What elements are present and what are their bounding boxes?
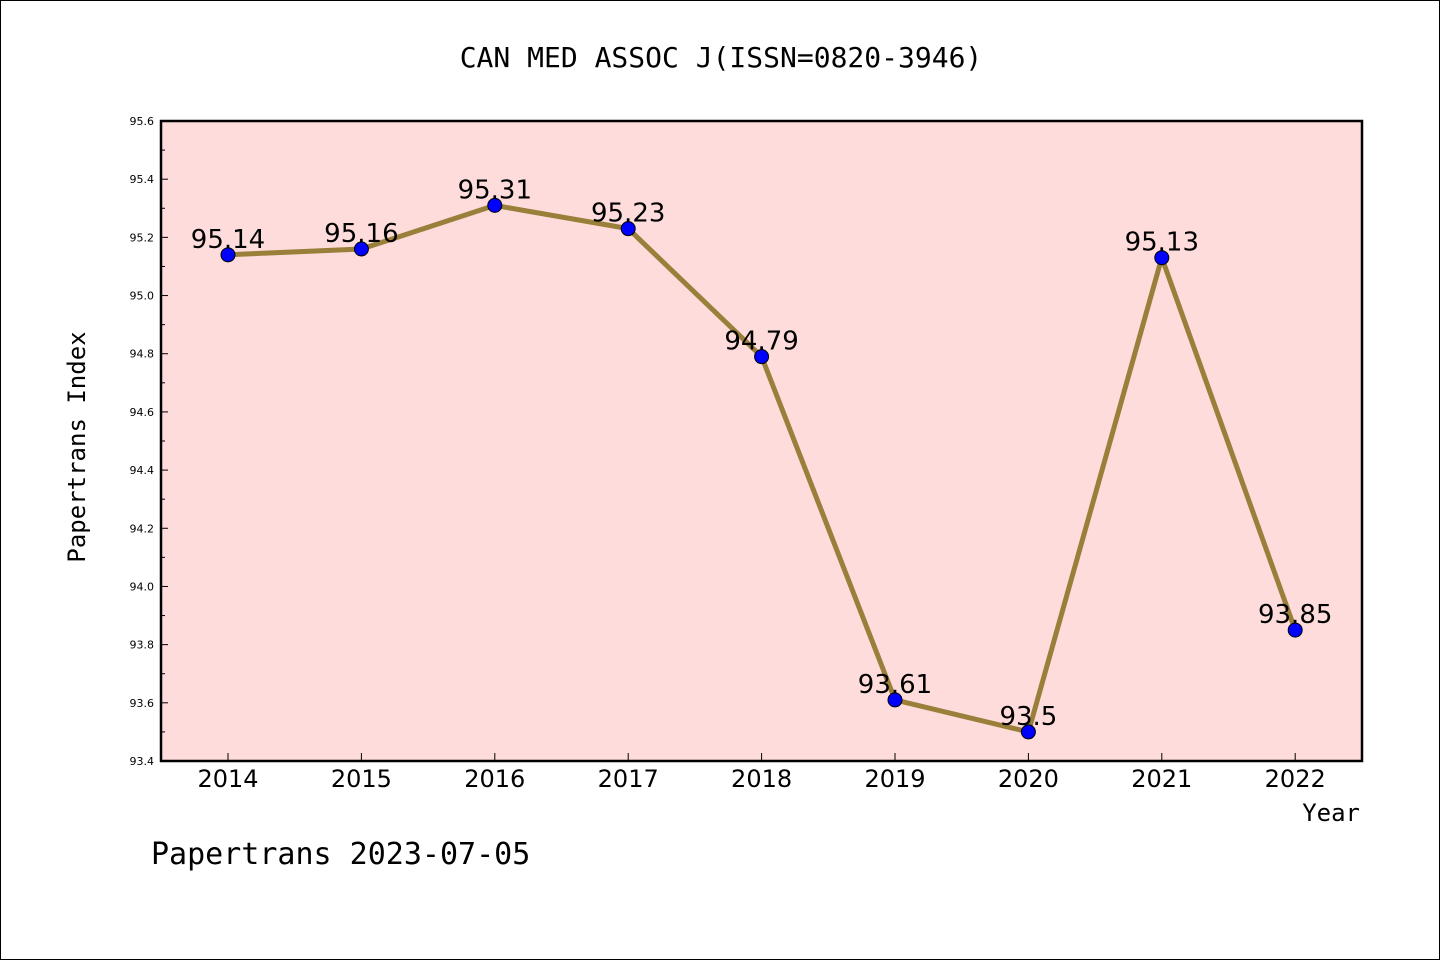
plot-area [159, 119, 1364, 763]
y-tick-label: 94.0 [130, 580, 155, 593]
y-tick-label: 95.6 [130, 115, 155, 128]
data-label: 95.31 [458, 175, 532, 205]
y-tick-label: 94.4 [130, 464, 155, 477]
y-tick-label: 93.4 [130, 755, 155, 768]
data-point-marker [887, 692, 903, 708]
x-tick-label: 2019 [864, 765, 925, 793]
data-point-marker [1020, 724, 1036, 740]
data-label: 93.85 [1258, 600, 1332, 630]
data-point-marker [220, 247, 236, 263]
data-point-marker [620, 221, 636, 237]
data-labels: 95.14 95.16 95.31 95.23 94.79 93.61 93.5 95.13 9… [191, 175, 1333, 732]
x-tick-label: 2015 [331, 765, 392, 793]
y-tick-label: 94.8 [130, 348, 155, 361]
series-markers [220, 197, 1303, 740]
y-tick-label: 93.6 [130, 697, 155, 710]
data-label: 95.14 [191, 225, 265, 255]
y-tick-label: 95.0 [130, 290, 155, 303]
y-axis-label: Papertrans Index [63, 331, 91, 562]
y-tick-label: 95.4 [130, 173, 155, 186]
y-tick-label: 94.6 [130, 406, 155, 419]
data-point-marker [353, 241, 369, 257]
y-tick-label: 93.8 [130, 639, 155, 652]
data-label: 94.79 [724, 327, 798, 357]
x-tick-label: 2022 [1265, 765, 1326, 793]
y-tick-label: 94.2 [130, 522, 155, 535]
x-tick-label: 2017 [598, 765, 659, 793]
x-tick-label: 2021 [1131, 765, 1192, 793]
x-tick-label: 2014 [197, 765, 258, 793]
data-point-marker [1287, 622, 1303, 638]
x-axis-label: Year [1302, 799, 1360, 827]
y-axis: 93.4 93.6 93.8 94.0 94.2 94.4 94.6 94.8 95.0 95.2… [130, 115, 168, 768]
data-label: 93.61 [858, 670, 932, 700]
data-label: 93.5 [999, 702, 1057, 732]
x-tick-label: 2016 [464, 765, 525, 793]
data-point-marker [754, 349, 770, 365]
x-tick-label: 2020 [998, 765, 1059, 793]
data-point-marker [487, 197, 503, 213]
x-tick-label: 2018 [731, 765, 792, 793]
data-label: 95.13 [1125, 228, 1199, 258]
chart-title: CAN MED ASSOC J(ISSN=0820-3946) [460, 41, 983, 74]
data-point-marker [1154, 250, 1170, 266]
y-tick-label: 95.2 [130, 231, 155, 244]
data-label: 95.16 [324, 219, 398, 249]
footer-text: Papertrans 2023-07-05 [151, 837, 530, 872]
data-label: 95.23 [591, 199, 665, 229]
x-axis: 2014 2015 2016 2017 2018 2019 2020 2021 2022 [197, 753, 1326, 793]
